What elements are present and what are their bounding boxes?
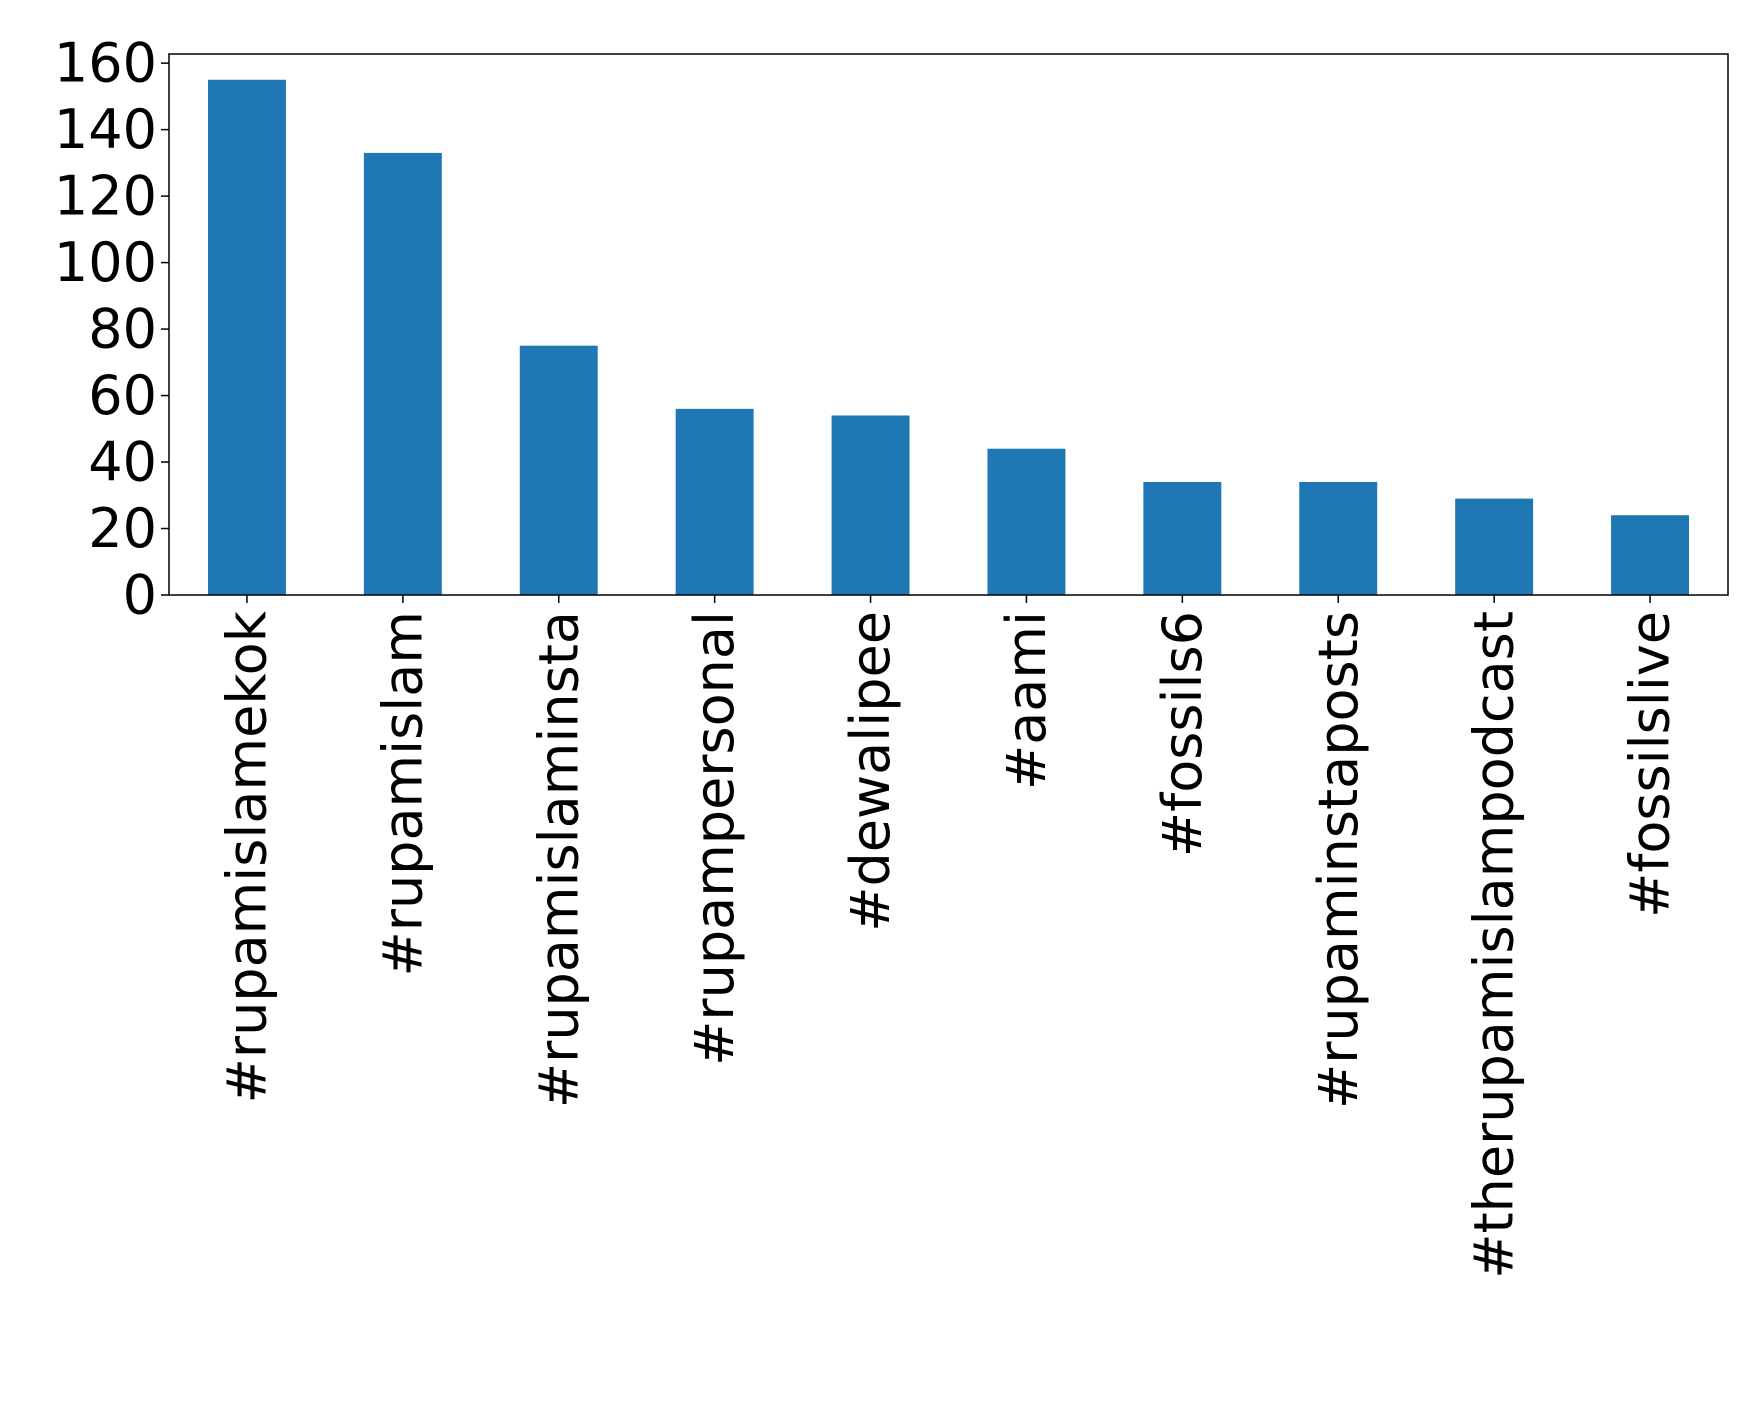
y-tick-label: 80 [88, 298, 157, 361]
x-tick-label: #dewalipee [839, 611, 902, 932]
bar [675, 408, 754, 595]
x-tick-label: #rupaminstaposts [1307, 611, 1370, 1109]
bar [987, 448, 1066, 595]
y-tick-label: 140 [54, 98, 157, 161]
bar [1611, 515, 1690, 595]
x-tick-label: #rupampersonal [683, 611, 746, 1066]
x-tick-label: #fossilslive [1619, 611, 1682, 918]
x-tick-label: #aami [995, 611, 1058, 790]
y-tick-label: 100 [54, 231, 157, 294]
y-tick-label: 20 [88, 497, 157, 560]
y-tick-label: 120 [54, 165, 157, 228]
x-tick-label: #rupamislamekok [215, 610, 278, 1103]
bar [1143, 481, 1222, 595]
y-tick-label: 0 [123, 564, 157, 627]
x-tick-label: #rupamislaminsta [527, 611, 590, 1108]
y-tick-label: 60 [88, 364, 157, 427]
bar [1455, 498, 1534, 595]
bar [1299, 481, 1378, 595]
x-tick-label: #rupamislam [371, 611, 434, 976]
x-tick-label: #therupamislampodcast [1463, 611, 1526, 1279]
plot-frame [168, 53, 1729, 596]
bar [363, 152, 442, 596]
bar [519, 345, 598, 595]
x-tick-label: #fossils6 [1151, 611, 1214, 857]
bar [831, 415, 910, 595]
y-tick-label: 40 [88, 431, 157, 494]
y-tick-label: 160 [54, 32, 157, 95]
bar [207, 79, 286, 595]
